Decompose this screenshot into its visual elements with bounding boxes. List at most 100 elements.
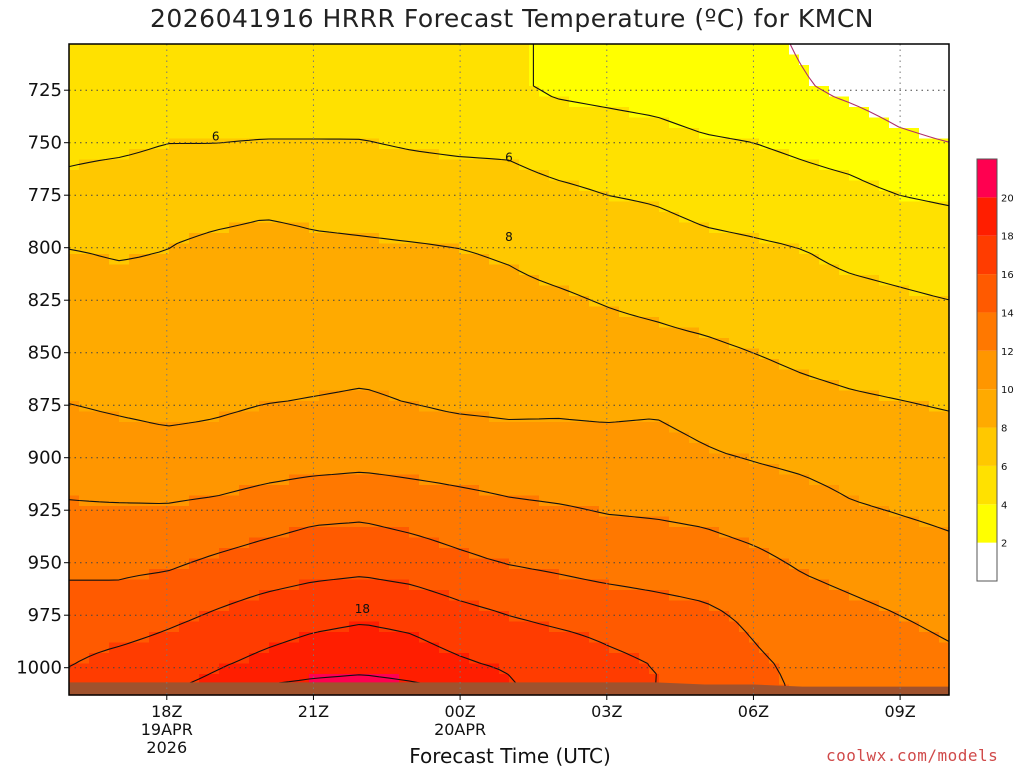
fill-cell	[399, 128, 410, 140]
fill-cell	[809, 86, 820, 98]
fill-cell	[259, 149, 270, 161]
fill-cell	[359, 327, 370, 339]
fill-cell	[569, 390, 580, 402]
fill-cell	[79, 296, 90, 308]
fill-cell	[369, 611, 380, 623]
fill-cell	[719, 107, 730, 119]
fill-cell	[519, 254, 530, 266]
fill-cell	[89, 558, 100, 570]
fill-cell	[189, 254, 200, 266]
fill-cell	[219, 579, 230, 591]
fill-cell	[149, 296, 160, 308]
fill-cell	[79, 359, 90, 371]
fill-cell	[919, 149, 930, 161]
fill-cell	[509, 170, 520, 182]
fill-cell	[589, 306, 600, 318]
fill-cell	[429, 380, 440, 392]
fill-cell	[409, 569, 420, 581]
fill-cell	[299, 317, 310, 329]
fill-cell	[429, 86, 440, 98]
fill-cell	[289, 464, 300, 476]
fill-cell	[549, 632, 560, 644]
fill-cell	[279, 401, 290, 413]
fill-cell	[89, 537, 100, 549]
fill-cell	[839, 180, 850, 192]
fill-cell	[149, 138, 160, 150]
fill-cell	[609, 222, 620, 234]
fill-cell	[729, 401, 740, 413]
fill-cell	[809, 138, 820, 150]
fill-cell	[649, 485, 660, 497]
fill-cell	[769, 443, 780, 455]
fill-cell	[329, 506, 340, 518]
fill-cell	[499, 86, 510, 98]
fill-cell	[889, 306, 900, 318]
fill-cell	[569, 600, 580, 612]
fill-cell	[189, 579, 200, 591]
fill-cell	[129, 453, 140, 465]
fill-cell	[799, 516, 810, 528]
fill-cell	[179, 579, 190, 591]
fill-cell	[729, 453, 740, 465]
fill-cell	[149, 338, 160, 350]
fill-cell	[79, 443, 90, 455]
fill-cell	[449, 558, 460, 570]
fill-cell	[279, 464, 290, 476]
fill-cell	[399, 107, 410, 119]
fill-cell	[679, 369, 690, 381]
fill-cell	[549, 338, 560, 350]
fill-cell	[449, 222, 460, 234]
fill-cell	[99, 138, 110, 150]
fill-cell	[739, 338, 750, 350]
fill-cell	[589, 44, 600, 56]
fill-cell	[359, 411, 370, 423]
fill-cell	[779, 474, 790, 486]
fill-cell	[139, 44, 150, 56]
fill-cell	[529, 86, 540, 98]
fill-cell	[79, 96, 90, 108]
fill-cell	[689, 380, 700, 392]
fill-cell	[909, 390, 920, 402]
fill-cell	[629, 516, 640, 528]
fill-cell	[829, 369, 840, 381]
fill-cell	[189, 44, 200, 56]
fill-cell	[799, 537, 810, 549]
fill-cell	[889, 201, 900, 213]
fill-cell	[869, 138, 880, 150]
fill-cell	[299, 390, 310, 402]
fill-cell	[659, 201, 670, 213]
fill-cell	[449, 432, 460, 444]
fill-cell	[429, 348, 440, 360]
fill-cell	[99, 516, 110, 528]
fill-cell	[689, 86, 700, 98]
fill-cell	[909, 65, 920, 77]
fill-cell	[219, 464, 230, 476]
fill-cell	[889, 275, 900, 287]
fill-cell	[289, 75, 300, 87]
fill-cell	[519, 117, 530, 129]
fill-cell	[569, 285, 580, 297]
fill-cell	[559, 96, 570, 108]
fill-cell	[149, 254, 160, 266]
fill-cell	[389, 558, 400, 570]
fill-cell	[939, 159, 950, 171]
fill-cell	[579, 75, 590, 87]
fill-cell	[459, 474, 470, 486]
fill-cell	[649, 138, 660, 150]
fill-cell	[859, 138, 870, 150]
fill-cell	[279, 590, 290, 602]
fill-cell	[909, 474, 920, 486]
fill-cell	[629, 348, 640, 360]
fill-cell	[259, 201, 270, 213]
fill-cell	[159, 264, 170, 276]
fill-cell	[299, 569, 310, 581]
fill-cell	[869, 495, 880, 507]
fill-cell	[889, 527, 900, 539]
fill-cell	[819, 359, 830, 371]
fill-cell	[929, 254, 940, 266]
fill-cell	[469, 369, 480, 381]
fill-cell	[549, 275, 560, 287]
fill-cell	[219, 65, 230, 77]
fill-cell	[259, 243, 270, 255]
fill-cell	[269, 411, 280, 423]
